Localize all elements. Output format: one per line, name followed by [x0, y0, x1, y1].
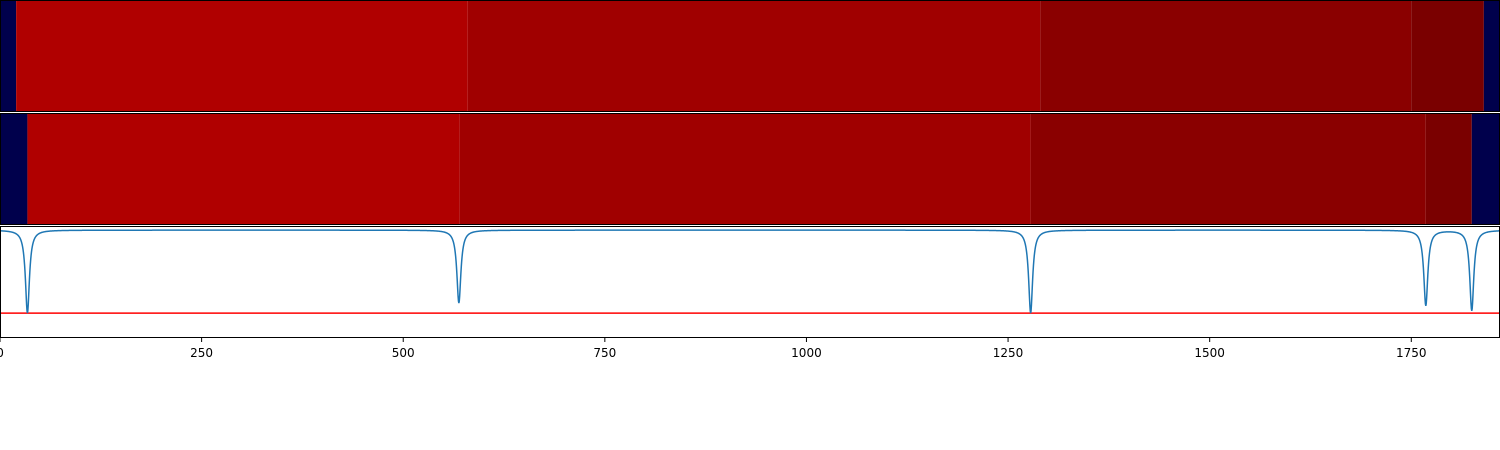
x-tick-label-500: 500	[392, 346, 415, 360]
x-tick-label-1000: 1000	[791, 346, 822, 360]
heatmap-1-segment-1	[0, 0, 17, 112]
heatmap-2-segment-6	[1471, 113, 1500, 225]
heatmap-2-segment-4	[1030, 113, 1426, 225]
heatmap-2-segment-2	[27, 113, 460, 225]
heatmap-1-segment-6	[1483, 0, 1500, 112]
heatmap-1-segment-2	[16, 0, 468, 112]
heatmap-2-segment-1	[0, 113, 28, 225]
heatmap-2-segment-3	[459, 113, 1031, 225]
x-tick-label-1750: 1750	[1396, 346, 1427, 360]
x-tick-label-1250: 1250	[993, 346, 1024, 360]
x-tick-label-1500: 1500	[1194, 346, 1225, 360]
x-tick-label-0: 0	[0, 346, 4, 360]
series-line	[0, 229, 1500, 314]
line-panel-frame	[0, 226, 1500, 338]
heatmap-1-segment-5	[1411, 0, 1484, 112]
heatmap-1-segment-4	[1040, 0, 1412, 112]
x-tick-label-750: 750	[593, 346, 616, 360]
heatmap-1-segment-3	[467, 0, 1041, 112]
heatmap-2-segment-5	[1425, 113, 1472, 225]
x-tick-label-250: 250	[190, 346, 213, 360]
